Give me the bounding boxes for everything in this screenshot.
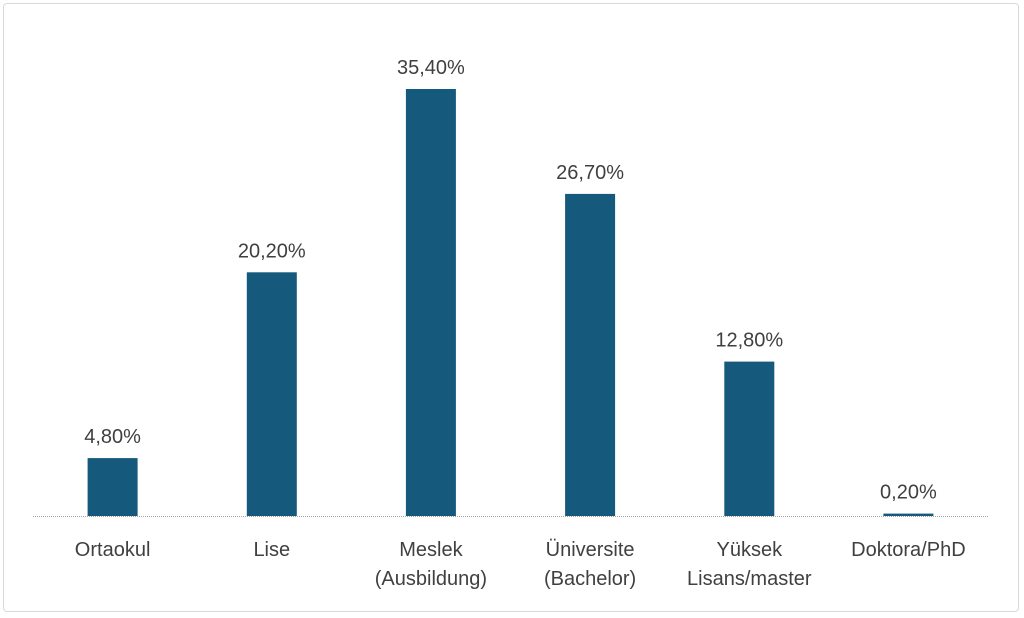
- chart-frame: [3, 3, 1019, 612]
- category-labels-group: Ortaokul Lise Meslek (Ausbildung) Üniversite…: [75, 539, 966, 590]
- category-label-0-line-0: Ortaokul: [75, 539, 151, 561]
- category-label-2-line-0: Meslek: [399, 539, 463, 561]
- bar-2: [405, 89, 456, 516]
- data-label-3: 26,70%: [556, 162, 624, 184]
- bar-5: [883, 513, 934, 516]
- category-label-5-line-0: Doktora/PhD: [851, 539, 966, 561]
- data-label-0: 4,80%: [84, 426, 141, 448]
- data-label-4: 12,80%: [715, 330, 783, 352]
- category-label-4-line-1: Lisans/master: [687, 568, 812, 590]
- category-label-3-line-1: (Bachelor): [544, 568, 636, 590]
- bars-group: [87, 89, 934, 516]
- bar-0: [87, 458, 138, 516]
- category-label-3-line-0: Üniversite: [546, 539, 635, 561]
- bar-4: [724, 361, 775, 516]
- category-label-4-line-0: Yüksek: [717, 539, 784, 561]
- category-label-0: Ortaokul: [75, 539, 151, 561]
- category-label-3: Üniversite (Bachelor): [544, 539, 636, 590]
- data-label-5: 0,20%: [880, 482, 937, 504]
- data-labels-group: 4,80% 20,20% 35,40% 26,70% 12,80% 0,20%: [84, 57, 937, 504]
- category-label-4: Yüksek Lisans/master: [687, 539, 812, 590]
- category-label-2-line-1: (Ausbildung): [375, 568, 487, 590]
- data-label-2: 35,40%: [397, 57, 465, 79]
- category-label-2: Meslek (Ausbildung): [375, 539, 487, 590]
- data-label-1: 20,20%: [238, 240, 306, 262]
- category-label-1-line-0: Lise: [253, 539, 290, 561]
- category-label-1: Lise: [253, 539, 290, 561]
- bar-1: [246, 272, 297, 516]
- bar-3: [565, 193, 616, 516]
- category-label-5: Doktora/PhD: [851, 539, 966, 561]
